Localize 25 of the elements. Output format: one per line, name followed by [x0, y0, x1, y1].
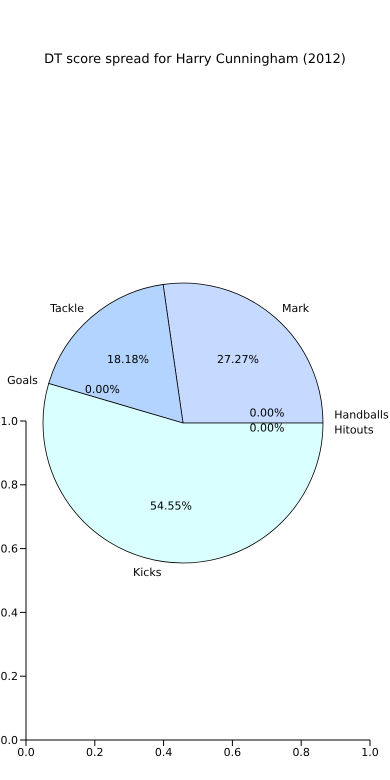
y-tick-label: 1.0: [0, 414, 18, 428]
chart-title: DT score spread for Harry Cunningham (2012): [43, 52, 347, 67]
data-label: 18.18%: [107, 353, 149, 366]
x-tick-label: 0.4: [154, 746, 172, 759]
y-tick-label: 0.4: [0, 606, 18, 620]
category-label: Goals: [7, 374, 38, 387]
x-tick-label: 1.0: [361, 746, 379, 759]
slice-label: Mark: [282, 302, 310, 316]
category-label: Handballs: [334, 408, 389, 422]
y-tick-label: 0.6: [0, 542, 18, 556]
text: 0.00%: [250, 406, 284, 420]
data-label: 27.27%: [217, 353, 259, 366]
slice-label: Kicks: [133, 566, 162, 580]
category-label: Hitouts: [334, 424, 374, 436]
text: 0.00%: [84, 382, 120, 396]
y-tick-label: 0.0: [0, 734, 18, 747]
x-tick-label: 0.0: [17, 746, 35, 759]
slice-label: Tackle: [49, 302, 84, 316]
y-tick-label: 0.2: [0, 670, 18, 684]
y-tick-label: 0.8: [0, 478, 18, 492]
x-tick-label: 0.8: [292, 746, 310, 759]
x-tick-label: 0.6: [224, 746, 242, 759]
text: 0.00%: [250, 422, 284, 434]
data-label: 54.55%: [150, 500, 192, 513]
x-tick-label: 0.2: [86, 746, 104, 759]
